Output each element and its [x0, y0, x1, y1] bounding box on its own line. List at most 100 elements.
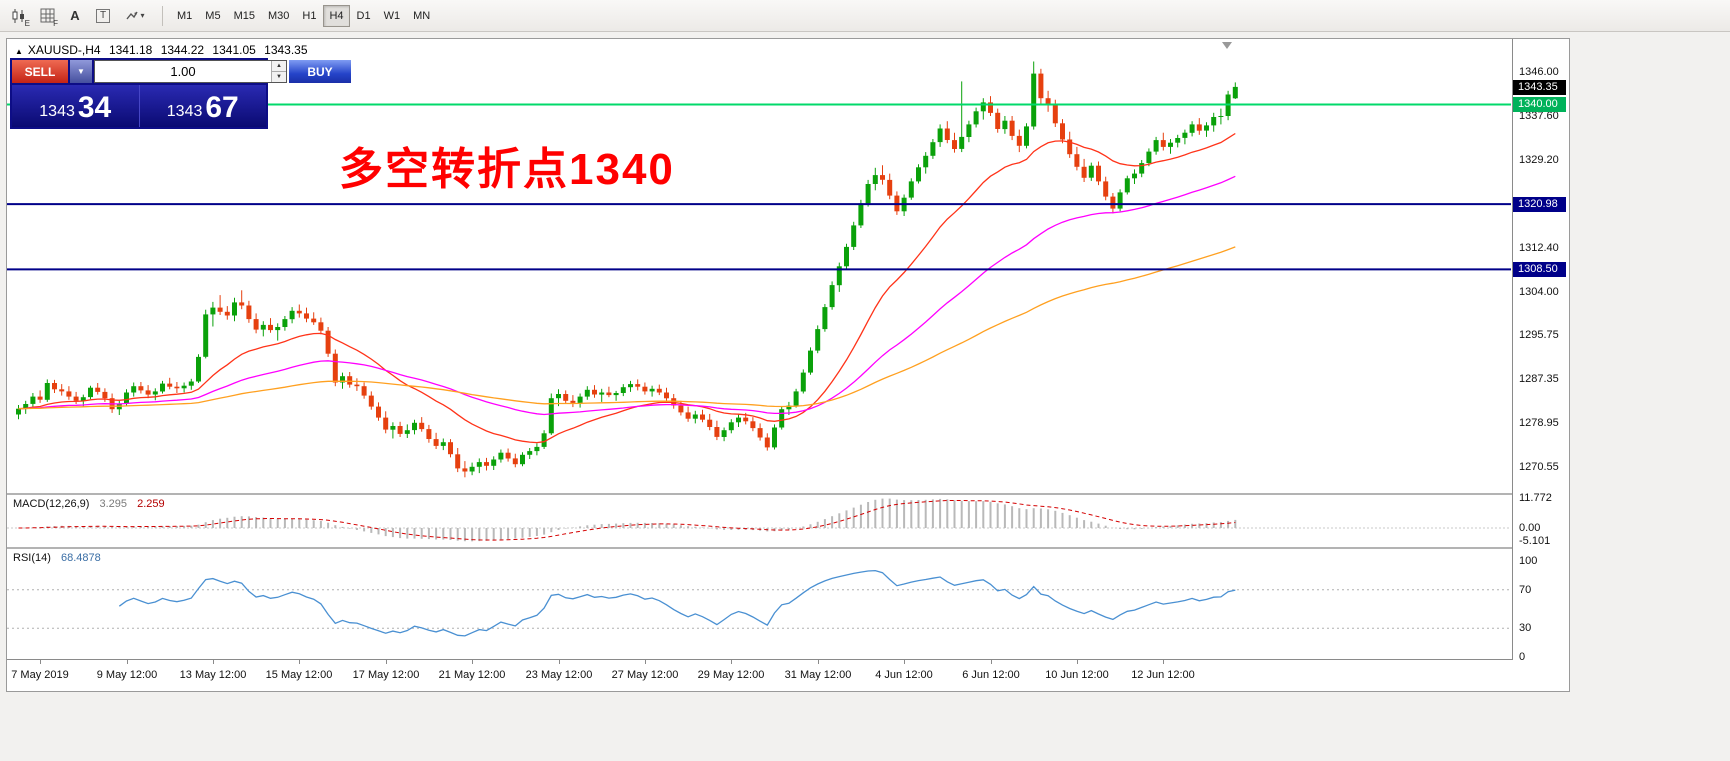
- time-axis-label: 9 May 12:00: [96, 669, 158, 681]
- top-toolbar: E F A T ▾ M1 M5 M15 M30 H1 H4 D1 W1 MN: [0, 0, 1730, 32]
- chevron-down-icon: ▼: [77, 67, 85, 76]
- lot-size-field: ▲ ▼: [94, 60, 287, 83]
- rsi-name: RSI(14): [13, 552, 51, 564]
- macd-plot: [7, 498, 1511, 542]
- timeframe-button-w1[interactable]: W1: [383, 9, 401, 22]
- toolbar-separator: [162, 5, 163, 26]
- lot-stepper: ▲ ▼: [271, 61, 286, 82]
- time-axis-label: 13 May 12:00: [179, 669, 247, 681]
- lot-size-input[interactable]: [95, 61, 271, 82]
- chart-shift-marker[interactable]: [1222, 42, 1232, 49]
- time-axis-tick: [127, 660, 128, 664]
- grid-icon: [40, 8, 54, 23]
- time-axis-label: 7 May 2019: [11, 669, 69, 681]
- ask-price[interactable]: 1343 67: [138, 85, 267, 127]
- text-box-button[interactable]: T: [90, 4, 116, 28]
- close-value: 1343.35: [264, 43, 308, 57]
- macd-name: MACD(12,26,9): [13, 498, 90, 510]
- bid-price-big: 34: [77, 91, 112, 124]
- chart-expand-icon[interactable]: ▲: [15, 47, 23, 56]
- price-badge: 1343.35: [1513, 80, 1566, 95]
- timeframe-button-h1[interactable]: H1: [302, 9, 317, 22]
- timeframe-button-m5[interactable]: M5: [205, 9, 221, 22]
- time-axis-tick: [213, 660, 214, 664]
- tool-sub-label: F: [53, 18, 58, 28]
- high-value: 1344.22: [160, 43, 205, 57]
- price-badge: 1340.00: [1513, 97, 1566, 112]
- pane-splitter[interactable]: [7, 547, 1569, 549]
- order-options-dropdown[interactable]: ▼: [70, 60, 92, 83]
- price-badge: 1308.50: [1513, 262, 1566, 277]
- low-value: 1341.05: [212, 43, 256, 57]
- candlestick-icon: [12, 8, 24, 23]
- timeframe-button-m15[interactable]: M15: [233, 9, 255, 22]
- timeframe-button-m1[interactable]: M1: [177, 9, 193, 22]
- ask-price-big: 67: [205, 91, 239, 124]
- macd-axis-label: 0.00: [1519, 522, 1541, 534]
- timeframe-button-mn[interactable]: MN: [413, 9, 431, 22]
- price-axis[interactable]: 1346.00 1337.60 1329.20 1312.40 1304.00 1295.…: [1512, 39, 1569, 663]
- rsi-axis-label: 30: [1519, 622, 1532, 634]
- time-axis-tick: [991, 660, 992, 664]
- time-axis[interactable]: 7 May 2019 9 May 12:00 13 May 12:00 15 May …: [7, 660, 1569, 691]
- ask-price-small: 1343: [166, 103, 203, 120]
- macd-axis-label: -5.101: [1519, 535, 1551, 547]
- macd-axis-label: 11.772: [1519, 492, 1552, 504]
- time-axis-tick: [818, 660, 819, 664]
- rsi-label: RSI(14) 68.4878: [13, 552, 101, 564]
- lot-stepper-down[interactable]: ▼: [272, 71, 286, 82]
- time-axis-line: [7, 659, 1569, 660]
- macd-main-value: 3.295: [99, 498, 128, 510]
- price-axis-label: 1346.00: [1519, 66, 1559, 78]
- price-badge: 1320.98: [1513, 197, 1566, 212]
- main-price-pane[interactable]: ▲ XAUUSD-,H4 1341.18 1344.22 1341.05 1343…: [7, 39, 1512, 493]
- buy-button[interactable]: BUY: [289, 60, 351, 83]
- chart-text-annotation: 多空转折点1340: [339, 145, 675, 194]
- time-axis-label: 23 May 12:00: [525, 669, 593, 681]
- text-label-button[interactable]: A: [62, 4, 88, 28]
- rsi-axis-label: 0: [1519, 651, 1526, 663]
- price-axis-label: 1329.20: [1519, 154, 1559, 166]
- sell-button[interactable]: SELL: [12, 60, 68, 83]
- candlestick-display-button[interactable]: E: [6, 4, 32, 28]
- time-axis-label: 15 May 12:00: [265, 669, 333, 681]
- lot-stepper-up[interactable]: ▲: [276, 63, 282, 69]
- timeframe-button-d1[interactable]: D1: [356, 9, 371, 22]
- tool-sub-label: E: [24, 18, 30, 28]
- time-axis-tick: [904, 660, 905, 664]
- timeframe-button-h4[interactable]: H4: [323, 4, 350, 27]
- bid-price-small: 1343: [39, 103, 75, 120]
- macd-signal-value: 2.259: [137, 498, 165, 510]
- time-axis-tick: [472, 660, 473, 664]
- time-axis-tick: [40, 660, 41, 664]
- pane-splitter[interactable]: [7, 493, 1569, 495]
- price-axis-label: 1304.00: [1519, 286, 1559, 298]
- price-axis-label: 1295.75: [1519, 329, 1559, 341]
- time-axis-label: 6 Jun 12:00: [962, 669, 1020, 681]
- macd-pane[interactable]: MACD(12,26,9) 3.295 2.259: [7, 495, 1512, 547]
- chart-window: ▲ XAUUSD-,H4 1341.18 1344.22 1341.05 1343…: [6, 38, 1570, 692]
- arrow-style-button[interactable]: ▾: [118, 4, 152, 28]
- time-axis-label: 17 May 12:00: [352, 669, 420, 681]
- time-axis-tick: [299, 660, 300, 664]
- rsi-plot: [7, 569, 1511, 637]
- rsi-pane[interactable]: RSI(14) 68.4878: [7, 549, 1512, 659]
- one-click-trading-panel: SELL ▼ ▲ ▼ BUY 1343 34 1343: [10, 58, 351, 129]
- chevron-down-icon: ▾: [140, 11, 145, 20]
- time-axis-label: 4 Jun 12:00: [875, 669, 933, 681]
- time-axis-label: 29 May 12:00: [697, 669, 765, 681]
- indicator-grid-button[interactable]: F: [34, 4, 60, 28]
- arrow-tool-icon: [126, 11, 139, 19]
- timeframe-button-m30[interactable]: M30: [267, 9, 290, 22]
- time-axis-label: 27 May 12:00: [611, 669, 679, 681]
- macd-label: MACD(12,26,9) 3.295 2.259: [13, 498, 165, 510]
- time-axis-tick: [731, 660, 732, 664]
- time-axis-tick: [559, 660, 560, 664]
- bid-price[interactable]: 1343 34: [12, 85, 139, 127]
- time-axis-label: 10 Jun 12:00: [1045, 669, 1109, 681]
- price-axis-label: 1312.40: [1519, 242, 1559, 254]
- symbol-period-label: XAUUSD-,H4: [27, 43, 101, 57]
- textbox-tool-icon: T: [95, 8, 111, 23]
- time-axis-label: 12 Jun 12:00: [1131, 669, 1195, 681]
- time-axis-tick: [386, 660, 387, 664]
